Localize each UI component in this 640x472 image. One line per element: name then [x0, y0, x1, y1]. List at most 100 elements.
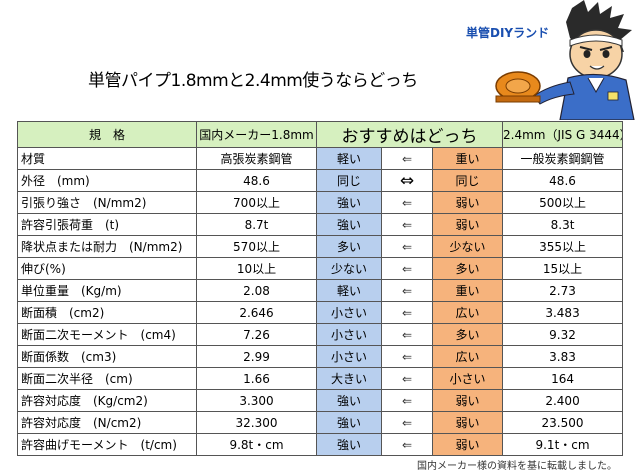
- row-judge-1-8mm: 同じ: [316, 169, 382, 192]
- row-judge-1-8mm: 小さい: [316, 323, 382, 346]
- row-compare-arrow: ⇐: [381, 389, 433, 412]
- header-recommendation: おすすめはどっち: [315, 121, 504, 148]
- row-value-2-4mm: 23.500: [502, 411, 624, 434]
- table-row: 断面二次半径 (cm) 1.66 大きい ⇐ 小さい 164: [17, 367, 624, 390]
- table-row: 材質 高張炭素鋼管 軽い ⇐ 重い 一般炭素鋼鋼管: [17, 147, 624, 170]
- row-judge-2-4mm: 弱い: [431, 389, 504, 412]
- table-row: 降状点または耐力 (N/mm2) 570以上 多い ⇐ 少ない 355以上: [17, 235, 624, 258]
- row-item-label: 伸び(%): [17, 257, 197, 280]
- row-item-label: 単位重量 (Kg/m): [17, 279, 197, 302]
- row-item-label: 許容対応度 (Kg/cm2): [17, 389, 197, 412]
- row-value-2-4mm: 15以上: [502, 257, 624, 280]
- row-judge-2-4mm: 少ない: [431, 235, 504, 258]
- table-row: 引張り強さ (N/mm2) 700以上 強い ⇐ 弱い 500以上: [17, 191, 624, 214]
- row-value-2-4mm: 3.83: [502, 345, 624, 368]
- row-judge-1-8mm: 大きい: [316, 367, 382, 390]
- row-value-2-4mm: 9.32: [502, 323, 624, 346]
- table-row: 許容引張荷重 (t) 8.7t 強い ⇐ 弱い 8.3t: [17, 213, 624, 236]
- row-value-2-4mm: 8.3t: [502, 213, 624, 236]
- page-title: 単管パイプ1.8mmと2.4mm使うならどっち: [88, 71, 418, 91]
- row-judge-2-4mm: 多い: [431, 323, 504, 346]
- row-value-1-8mm: 10以上: [196, 257, 317, 280]
- row-judge-1-8mm: 強い: [316, 389, 382, 412]
- row-value-1-8mm: 2.646: [196, 301, 317, 324]
- table-row: 断面積 (cm2) 2.646 小さい ⇐ 広い 3.483: [17, 301, 624, 324]
- row-judge-1-8mm: 強い: [316, 213, 382, 236]
- row-value-1-8mm: 3.300: [196, 389, 317, 412]
- table-row: 伸び(%) 10以上 少ない ⇐ 多い 15以上: [17, 257, 624, 280]
- row-item-label: 断面二次モーメント (cm4): [17, 323, 197, 346]
- row-item-label: 許容対応度 (N/cm2): [17, 411, 197, 434]
- header-spec: 規 格: [17, 121, 197, 148]
- row-value-1-8mm: 9.8t・cm: [196, 433, 317, 456]
- row-compare-arrow: ⇐: [381, 213, 433, 236]
- table-row: 許容曲げモーメント (t/cm) 9.8t・cm 強い ⇐ 弱い 9.1t・cm: [17, 433, 624, 456]
- row-item-label: 材質: [17, 147, 197, 170]
- row-judge-1-8mm: 多い: [316, 235, 382, 258]
- row-value-2-4mm: 3.483: [502, 301, 624, 324]
- row-judge-2-4mm: 重い: [431, 279, 504, 302]
- table-row: 外径 (mm) 48.6 同じ ⇔ 同じ 48.6: [17, 169, 624, 192]
- row-judge-1-8mm: 小さい: [316, 345, 382, 368]
- row-value-2-4mm: 2.73: [502, 279, 624, 302]
- row-value-1-8mm: 7.26: [196, 323, 317, 346]
- row-compare-arrow: ⇐: [381, 235, 433, 258]
- header-domestic-1-8mm: 国内メーカー1.8mm: [196, 121, 317, 148]
- row-value-1-8mm: 2.99: [196, 345, 317, 368]
- row-compare-arrow: ⇐: [381, 345, 433, 368]
- row-compare-arrow: ⇐: [381, 301, 433, 324]
- row-judge-2-4mm: 同じ: [431, 169, 504, 192]
- row-judge-1-8mm: 少ない: [316, 257, 382, 280]
- header-jis-2-4mm: 2.4mm（JIS G 3444）: [502, 121, 624, 148]
- spec-comparison-table: 規 格 国内メーカー1.8mm おすすめはどっち 2.4mm（JIS G 344…: [17, 121, 624, 456]
- row-judge-2-4mm: 弱い: [431, 411, 504, 434]
- table-row: 単位重量 (Kg/m) 2.08 軽い ⇐ 重い 2.73: [17, 279, 624, 302]
- row-compare-arrow: ⇔: [381, 169, 433, 192]
- row-judge-1-8mm: 軽い: [316, 279, 382, 302]
- row-judge-2-4mm: 小さい: [431, 367, 504, 390]
- row-judge-2-4mm: 重い: [431, 147, 504, 170]
- footnote: 国内メーカー様の資料を基に転載しました。: [417, 461, 617, 472]
- row-compare-arrow: ⇐: [381, 191, 433, 214]
- table-header-row: 規 格 国内メーカー1.8mm おすすめはどっち 2.4mm（JIS G 344…: [17, 121, 624, 148]
- row-value-2-4mm: 9.1t・cm: [502, 433, 624, 456]
- row-compare-arrow: ⇐: [381, 279, 433, 302]
- row-value-2-4mm: 48.6: [502, 169, 624, 192]
- row-compare-arrow: ⇐: [381, 147, 433, 170]
- table-row: 許容対応度 (N/cm2) 32.300 強い ⇐ 弱い 23.500: [17, 411, 624, 434]
- row-item-label: 断面二次半径 (cm): [17, 367, 197, 390]
- row-value-1-8mm: 700以上: [196, 191, 317, 214]
- row-item-label: 許容引張荷重 (t): [17, 213, 197, 236]
- row-item-label: 断面係数 (cm3): [17, 345, 197, 368]
- row-judge-2-4mm: 多い: [431, 257, 504, 280]
- row-value-1-8mm: 8.7t: [196, 213, 317, 236]
- row-value-1-8mm: 2.08: [196, 279, 317, 302]
- row-judge-2-4mm: 弱い: [431, 191, 504, 214]
- row-judge-1-8mm: 強い: [316, 191, 382, 214]
- row-item-label: 引張り強さ (N/mm2): [17, 191, 197, 214]
- row-value-2-4mm: 2.400: [502, 389, 624, 412]
- row-value-1-8mm: 高張炭素鋼管: [196, 147, 317, 170]
- row-judge-2-4mm: 広い: [431, 301, 504, 324]
- row-compare-arrow: ⇐: [381, 411, 433, 434]
- mascot-illustration: [495, 0, 635, 120]
- row-judge-1-8mm: 強い: [316, 433, 382, 456]
- brand-label: 単管DIYランド: [466, 26, 550, 40]
- row-compare-arrow: ⇐: [381, 433, 433, 456]
- row-value-2-4mm: 355以上: [502, 235, 624, 258]
- row-judge-1-8mm: 軽い: [316, 147, 382, 170]
- row-value-2-4mm: 一般炭素鋼鋼管: [502, 147, 624, 170]
- row-value-2-4mm: 500以上: [502, 191, 624, 214]
- table-row: 許容対応度 (Kg/cm2) 3.300 強い ⇐ 弱い 2.400: [17, 389, 624, 412]
- row-judge-2-4mm: 弱い: [431, 213, 504, 236]
- row-item-label: 断面積 (cm2): [17, 301, 197, 324]
- row-value-2-4mm: 164: [502, 367, 624, 390]
- table-row: 断面係数 (cm3) 2.99 小さい ⇐ 広い 3.83: [17, 345, 624, 368]
- row-judge-2-4mm: 弱い: [431, 433, 504, 456]
- row-compare-arrow: ⇐: [381, 323, 433, 346]
- row-value-1-8mm: 1.66: [196, 367, 317, 390]
- row-judge-1-8mm: 小さい: [316, 301, 382, 324]
- row-item-label: 降状点または耐力 (N/mm2): [17, 235, 197, 258]
- row-item-label: 許容曲げモーメント (t/cm): [17, 433, 197, 456]
- row-value-1-8mm: 48.6: [196, 169, 317, 192]
